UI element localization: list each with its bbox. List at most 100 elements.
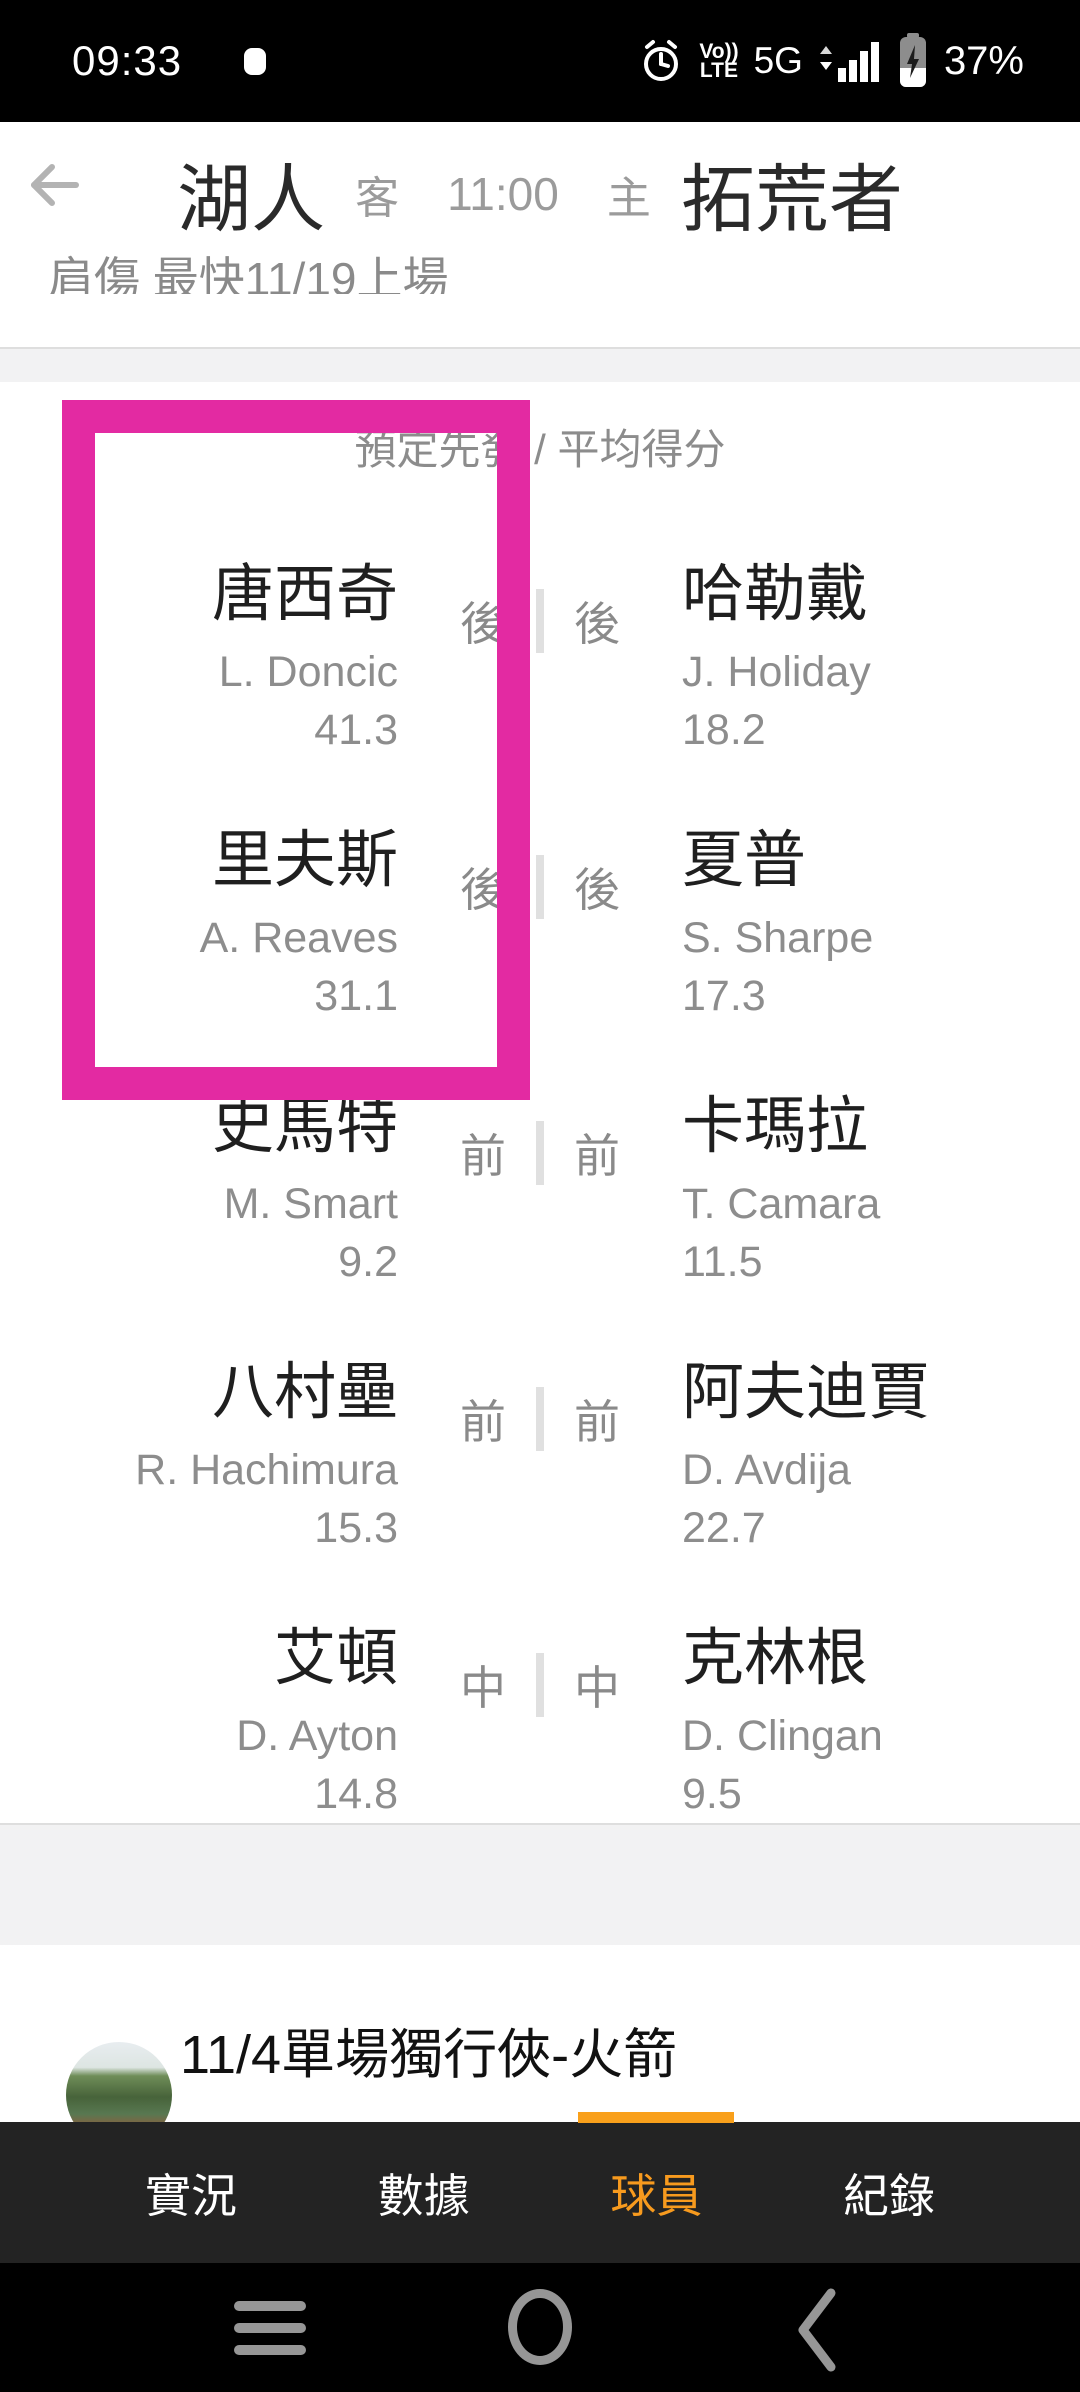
away-player[interactable]: 史馬特 M. Smart 9.2 [0,1032,398,1298]
tab-stats[interactable]: 數據 [377,2169,470,2222]
injury-notice-text: 肩傷 最快11/19上場 [48,253,449,294]
position-divider [536,855,544,919]
position-cell: 後 後 [398,766,682,1032]
volte-bottom-label: LTE [699,59,738,82]
match-time: 11:00 [447,167,559,220]
home-player-pts: 22.7 [682,1504,766,1552]
away-player-en: L. Doncic [218,648,398,696]
battery-icon [899,33,926,87]
home-position-label: 前 [574,1130,620,1182]
home-team-name[interactable]: 拓荒者 [680,158,903,241]
away-player-en: M. Smart [223,1180,398,1228]
away-position-label: 前 [460,1130,506,1182]
signal-icon [819,42,879,82]
lineup-row-guard-2[interactable]: 里夫斯 A. Reaves 31.1 後 後 夏普 S. Sharpe 17.3 [0,766,1080,1032]
section-spacer-top [0,347,1080,382]
away-position-label: 前 [460,1396,506,1448]
alarm-icon [644,40,679,81]
home-player-pts: 18.2 [682,706,766,754]
away-player-zh: 唐西奇 [211,560,398,629]
clock-time: 09:33 [72,37,183,84]
position-cell: 前 前 [398,1032,682,1298]
away-player-pts: 15.3 [314,1504,398,1552]
home-player-zh: 阿夫迪賈 [682,1358,931,1427]
position-divider [536,1121,544,1185]
home-circle-icon[interactable] [508,2289,572,2365]
lineup-section: 預定先發 / 平均得分 唐西奇 L. Doncic 41.3 後 後 哈勒戴 J… [0,382,1080,1823]
tab-records[interactable]: 紀錄 [842,2169,935,2222]
away-team-name[interactable]: 湖人 [177,158,326,241]
home-player-zh: 克林根 [682,1624,869,1693]
home-player-en: S. Sharpe [682,914,874,962]
home-player-en: D. Avdija [682,1446,851,1494]
status-bar: 09:33 Vo)) LTE 5G [0,0,1080,122]
home-player-pts: 9.5 [682,1770,742,1818]
match-header: 湖人 客 11:00 主 拓荒者 [0,122,1080,262]
recents-menu-icon[interactable] [234,2301,306,2355]
away-player-zh: 史馬特 [211,1092,398,1161]
home-position-label: 後 [574,864,620,916]
section-spacer-bottom [0,1823,1080,1945]
home-position-label: 後 [574,598,620,650]
away-player-pts: 14.8 [314,1770,398,1818]
tab-players[interactable]: 球員 [610,2169,703,2222]
away-player[interactable]: 八村壘 R. Hachimura 15.3 [0,1298,398,1564]
news-row[interactable]: 11/4單場獨行俠-火箭 [0,1945,1080,2148]
position-cell: 中 中 [398,1564,682,1830]
home-player-pts: 17.3 [682,972,766,1020]
active-tab-indicator [578,2112,734,2123]
notification-icon [244,47,267,75]
lineup-row-forward-2[interactable]: 八村壘 R. Hachimura 15.3 前 前 阿夫迪賈 D. Avdija… [0,1298,1080,1564]
away-player-zh: 里夫斯 [211,826,398,895]
bottom-tab-bar: 實況 數據 球員 紀錄 [0,2122,1080,2263]
away-position-label: 中 [460,1662,506,1714]
injury-notice-clipped: 肩傷 最快11/19上場 [48,250,948,294]
away-player[interactable]: 艾頓 D. Ayton 14.8 [0,1564,398,1830]
android-nav-bar [0,2263,1080,2392]
lineup-row-forward-1[interactable]: 史馬特 M. Smart 9.2 前 前 卡瑪拉 T. Camara 11.5 [0,1032,1080,1298]
away-position-label: 後 [460,864,506,916]
status-icons: Vo)) LTE 5G 37% [638,0,1024,122]
home-position-label: 中 [574,1662,620,1714]
position-divider [536,1653,544,1717]
back-arrow-icon[interactable] [26,156,84,214]
away-tag: 客 [355,173,400,223]
position-divider [536,589,544,653]
home-player-zh: 卡瑪拉 [682,1092,869,1161]
tab-live[interactable]: 實況 [145,2169,237,2222]
away-player-pts: 9.2 [338,1238,398,1286]
home-tag: 主 [606,173,651,223]
home-position-label: 前 [574,1396,620,1448]
away-player[interactable]: 唐西奇 L. Doncic 41.3 [0,500,398,766]
position-cell: 後 後 [398,500,682,766]
network-type-label: 5G [753,40,803,81]
news-title[interactable]: 11/4單場獨行俠-火箭 [180,2025,678,2085]
home-player[interactable]: 夏普 S. Sharpe 17.3 [682,766,1080,1032]
away-player-en: R. Hachimura [135,1446,398,1494]
lineup-section-title: 預定先發 / 平均得分 [354,426,726,473]
home-player-pts: 11.5 [682,1238,763,1286]
match-title: 湖人 客 11:00 主 拓荒者 [0,140,1080,247]
battery-percent-label: 37% [943,38,1024,83]
home-player[interactable]: 哈勒戴 J. Holiday 18.2 [682,500,1080,766]
lineup-row-center[interactable]: 艾頓 D. Ayton 14.8 中 中 克林根 D. Clingan 9.5 [0,1564,1080,1830]
home-player-en: D. Clingan [682,1712,883,1760]
away-position-label: 後 [460,598,506,650]
away-player-zh: 艾頓 [273,1624,398,1693]
home-player-zh: 哈勒戴 [682,560,869,629]
home-player-zh: 夏普 [682,826,807,895]
home-player[interactable]: 阿夫迪賈 D. Avdija 22.7 [682,1298,1080,1564]
home-player-en: J. Holiday [682,648,871,696]
home-player[interactable]: 克林根 D. Clingan 9.5 [682,1564,1080,1830]
lineup-rows: 唐西奇 L. Doncic 41.3 後 後 哈勒戴 J. Holiday 18… [0,500,1080,1830]
away-player-pts: 41.3 [314,706,398,754]
home-player[interactable]: 卡瑪拉 T. Camara 11.5 [682,1032,1080,1298]
away-player[interactable]: 里夫斯 A. Reaves 31.1 [0,766,398,1032]
away-player-en: D. Ayton [236,1712,398,1760]
nav-back-icon[interactable] [793,2285,841,2375]
lineup-row-guard-1[interactable]: 唐西奇 L. Doncic 41.3 後 後 哈勒戴 J. Holiday 18… [0,500,1080,766]
home-player-en: T. Camara [682,1180,881,1228]
position-cell: 前 前 [398,1298,682,1564]
volte-top-label: Vo)) [699,40,739,63]
